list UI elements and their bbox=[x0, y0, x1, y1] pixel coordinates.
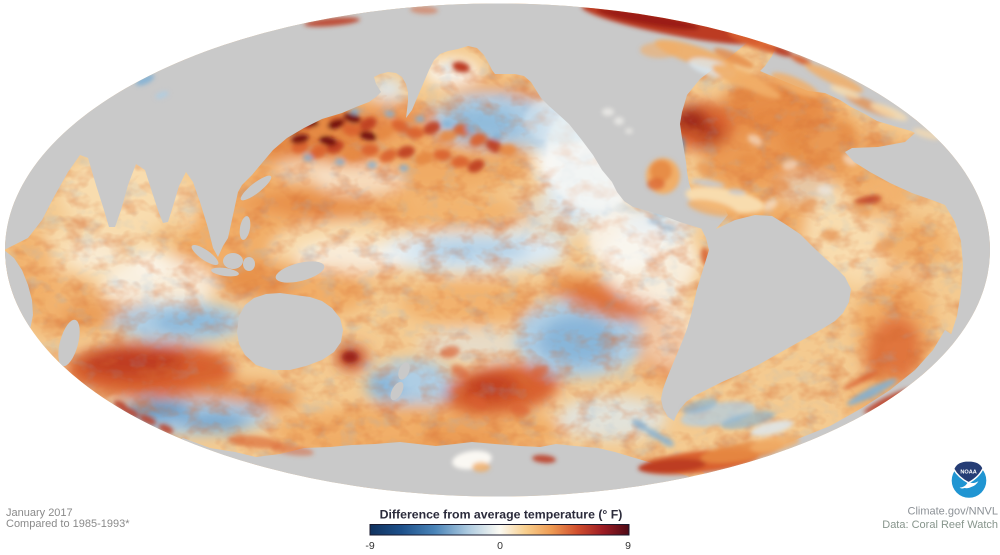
svg-text:NOAA: NOAA bbox=[960, 469, 976, 475]
svg-text:0: 0 bbox=[497, 540, 503, 552]
svg-text:Difference from average temper: Difference from average temperature (° F… bbox=[380, 508, 623, 522]
svg-text:January 2017: January 2017 bbox=[6, 507, 73, 519]
svg-text:Climate.gov/NNVL: Climate.gov/NNVL bbox=[908, 506, 998, 518]
svg-text:Compared to 1985-1993*: Compared to 1985-1993* bbox=[6, 518, 130, 530]
svg-text:9: 9 bbox=[625, 540, 631, 552]
svg-text:-9: -9 bbox=[365, 540, 374, 552]
svg-text:Data: Coral Reef Watch: Data: Coral Reef Watch bbox=[882, 519, 998, 531]
